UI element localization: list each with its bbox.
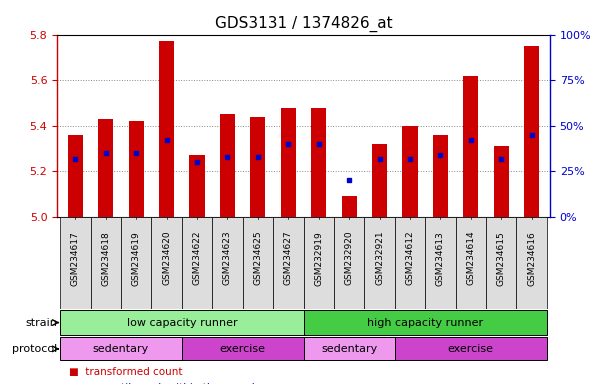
Text: protocol: protocol bbox=[13, 344, 58, 354]
Bar bbox=[129, 121, 144, 217]
Text: exercise: exercise bbox=[448, 344, 494, 354]
Bar bbox=[182, 337, 304, 361]
Text: GSM234619: GSM234619 bbox=[132, 231, 141, 286]
Text: sedentary: sedentary bbox=[93, 344, 149, 354]
Bar bbox=[395, 337, 547, 361]
Text: GSM234617: GSM234617 bbox=[71, 231, 80, 286]
Bar bbox=[304, 217, 334, 309]
Text: GSM234618: GSM234618 bbox=[102, 231, 110, 286]
Bar bbox=[425, 217, 456, 309]
Text: GSM232921: GSM232921 bbox=[375, 231, 384, 285]
Text: low capacity runner: low capacity runner bbox=[126, 318, 237, 328]
Bar bbox=[486, 217, 516, 309]
Bar bbox=[493, 146, 509, 217]
Bar bbox=[250, 117, 266, 217]
Bar bbox=[182, 217, 212, 309]
Text: GSM234616: GSM234616 bbox=[527, 231, 536, 286]
Bar bbox=[189, 156, 204, 217]
Text: GSM234625: GSM234625 bbox=[254, 231, 263, 285]
Bar bbox=[159, 41, 174, 217]
Text: GSM234623: GSM234623 bbox=[223, 231, 232, 285]
Bar bbox=[91, 217, 121, 309]
Text: GSM232919: GSM232919 bbox=[314, 231, 323, 286]
Text: strain: strain bbox=[26, 318, 58, 328]
Bar bbox=[364, 217, 395, 309]
Bar bbox=[220, 114, 235, 217]
Text: GSM234612: GSM234612 bbox=[406, 231, 415, 285]
Text: high capacity runner: high capacity runner bbox=[367, 318, 483, 328]
Bar bbox=[212, 217, 243, 309]
Bar bbox=[281, 108, 296, 217]
Text: ■  transformed count: ■ transformed count bbox=[69, 367, 183, 377]
Bar bbox=[273, 217, 304, 309]
Bar bbox=[60, 337, 182, 361]
Text: ■  percentile rank within the sample: ■ percentile rank within the sample bbox=[69, 383, 261, 384]
Text: exercise: exercise bbox=[219, 344, 266, 354]
Text: GSM234627: GSM234627 bbox=[284, 231, 293, 285]
Text: GSM234622: GSM234622 bbox=[192, 231, 201, 285]
Title: GDS3131 / 1374826_at: GDS3131 / 1374826_at bbox=[215, 16, 392, 32]
Bar bbox=[68, 135, 83, 217]
Bar bbox=[403, 126, 418, 217]
Bar bbox=[463, 76, 478, 217]
Bar bbox=[121, 217, 151, 309]
Bar bbox=[516, 217, 547, 309]
Bar bbox=[98, 119, 114, 217]
Text: GSM234614: GSM234614 bbox=[466, 231, 475, 285]
Bar bbox=[151, 217, 182, 309]
Bar bbox=[372, 144, 387, 217]
Bar bbox=[395, 217, 425, 309]
Bar bbox=[341, 197, 357, 217]
Text: GSM232920: GSM232920 bbox=[344, 231, 353, 285]
Text: GSM234613: GSM234613 bbox=[436, 231, 445, 286]
Bar bbox=[334, 217, 364, 309]
Bar bbox=[243, 217, 273, 309]
Bar bbox=[304, 337, 395, 361]
Text: sedentary: sedentary bbox=[321, 344, 377, 354]
Bar bbox=[456, 217, 486, 309]
Bar bbox=[311, 108, 326, 217]
Text: GSM234620: GSM234620 bbox=[162, 231, 171, 285]
Bar bbox=[304, 310, 547, 334]
Bar bbox=[433, 135, 448, 217]
Bar bbox=[524, 46, 539, 217]
Bar bbox=[60, 310, 304, 334]
Bar bbox=[60, 217, 91, 309]
Text: GSM234615: GSM234615 bbox=[497, 231, 505, 286]
